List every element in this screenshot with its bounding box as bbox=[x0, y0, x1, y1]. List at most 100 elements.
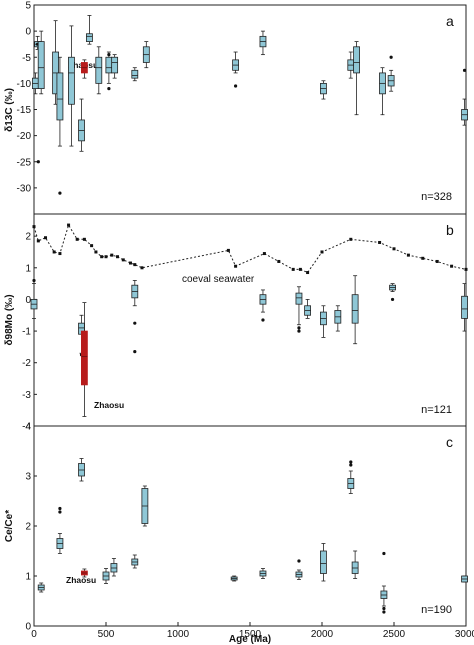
seawater-marker bbox=[226, 248, 230, 252]
seawater-marker bbox=[121, 258, 125, 262]
outlier-point bbox=[390, 297, 395, 302]
y-tick-label: -5 bbox=[22, 53, 31, 64]
box-plot bbox=[320, 305, 327, 338]
box-body bbox=[95, 56, 103, 84]
box-plot bbox=[95, 46, 103, 95]
seawater-marker bbox=[378, 240, 382, 244]
x-tick-label: 1000 bbox=[167, 629, 190, 640]
outlier-point bbox=[382, 606, 386, 611]
box-plot bbox=[81, 302, 88, 417]
outlier-point bbox=[234, 84, 238, 88]
y-tick-label: 2 bbox=[25, 232, 31, 243]
seawater-marker bbox=[67, 223, 71, 227]
box-plot bbox=[379, 67, 386, 116]
panel-a-frame bbox=[33, 4, 467, 215]
box-plot bbox=[259, 289, 267, 322]
box-plot bbox=[351, 275, 359, 345]
seawater-marker bbox=[110, 253, 114, 257]
box-plot bbox=[78, 98, 85, 152]
outlier-point bbox=[58, 510, 62, 514]
box-body bbox=[353, 46, 360, 74]
box-plot bbox=[230, 575, 238, 582]
panel-c-zhaosu-annotation: Zhaosu bbox=[66, 575, 96, 585]
outlier-point bbox=[382, 610, 386, 614]
box-plot bbox=[347, 51, 355, 79]
box-plot bbox=[259, 568, 267, 579]
box-plot bbox=[295, 286, 303, 333]
outlier-point bbox=[462, 68, 467, 72]
y-tick-label: 2 bbox=[25, 522, 31, 533]
outlier-point bbox=[297, 326, 301, 330]
box-plot bbox=[81, 568, 88, 578]
panel-a-y-axis-label: δ13C (‰) bbox=[4, 88, 15, 132]
outlier-point bbox=[261, 318, 265, 322]
seawater-marker bbox=[421, 256, 425, 260]
box-plot bbox=[111, 54, 119, 79]
x-tick-label: 3000 bbox=[455, 629, 474, 640]
y-tick-label: -3 bbox=[22, 390, 31, 401]
outlier-point bbox=[349, 463, 353, 467]
seawater-marker bbox=[464, 267, 468, 271]
seawater-marker bbox=[277, 259, 281, 263]
box-plot bbox=[389, 283, 396, 302]
x-tick-label: 2000 bbox=[311, 629, 334, 640]
seawater-marker bbox=[234, 264, 238, 268]
y-tick-label: -2 bbox=[22, 358, 31, 369]
outlier-point bbox=[349, 460, 353, 464]
box-plot bbox=[105, 51, 113, 91]
panel-b-count-label: n=121 bbox=[421, 404, 452, 416]
outlier-point bbox=[133, 321, 137, 325]
box-plot bbox=[37, 582, 45, 593]
box-plot bbox=[131, 67, 139, 82]
seawater-marker bbox=[44, 236, 48, 240]
seawater-marker bbox=[392, 247, 396, 251]
box-plot bbox=[320, 80, 327, 100]
box-body bbox=[131, 69, 139, 79]
box-plot bbox=[351, 550, 359, 579]
box-plot bbox=[81, 59, 88, 79]
box-plot bbox=[32, 72, 39, 95]
y-tick-label: -10 bbox=[17, 79, 32, 90]
seawater-marker bbox=[435, 259, 439, 263]
seawater-marker bbox=[104, 255, 108, 259]
y-tick-label: -1 bbox=[22, 327, 31, 338]
box-body bbox=[295, 292, 303, 305]
panel-c-boxes bbox=[37, 458, 468, 614]
y-tick-label: -15 bbox=[17, 105, 32, 116]
x-axis-label: Age (Ma) bbox=[229, 634, 271, 645]
panel-b: b n=121 coeval seawater Zhaosu δ98Mo (‰)… bbox=[4, 213, 468, 433]
box-body bbox=[37, 41, 45, 90]
box-plot bbox=[461, 575, 468, 583]
panel-c-y-axis-label: Ce/Ce* bbox=[4, 510, 15, 542]
box-plot bbox=[353, 41, 360, 116]
outlier-point bbox=[58, 191, 62, 195]
panel-b-seawater-annotation: coeval seawater bbox=[182, 274, 255, 285]
panel-b-y-ticks: 2 1 0 -1 -2 -3 -4 bbox=[22, 232, 37, 433]
seawater-marker bbox=[128, 261, 132, 265]
panel-a-count-label: n=328 bbox=[421, 191, 452, 203]
panel-b-y-axis-label-text: δ98Mo (‰) bbox=[4, 294, 15, 345]
outlier-point bbox=[133, 350, 137, 354]
box-plot bbox=[304, 299, 312, 319]
seawater-marker bbox=[133, 263, 137, 267]
seawater-marker bbox=[90, 244, 94, 248]
y-tick-label: -30 bbox=[17, 183, 32, 194]
box-body bbox=[56, 72, 64, 121]
box-plot bbox=[259, 30, 267, 56]
box-plot bbox=[131, 554, 139, 569]
seawater-marker bbox=[82, 237, 86, 241]
x-tick-label: 500 bbox=[98, 629, 115, 640]
seawater-marker bbox=[140, 266, 144, 270]
y-tick-label: 1 bbox=[25, 572, 31, 583]
seawater-marker bbox=[58, 252, 62, 256]
seawater-marker bbox=[349, 237, 353, 241]
seawater-marker bbox=[450, 264, 454, 268]
panel-a-label: a bbox=[446, 13, 454, 29]
seawater-marker bbox=[100, 255, 104, 259]
x-tick-label: 0 bbox=[31, 629, 37, 640]
x-tick-label: 2500 bbox=[383, 629, 406, 640]
box-body bbox=[461, 295, 468, 319]
box-body bbox=[351, 294, 359, 324]
box-plot bbox=[102, 568, 110, 584]
